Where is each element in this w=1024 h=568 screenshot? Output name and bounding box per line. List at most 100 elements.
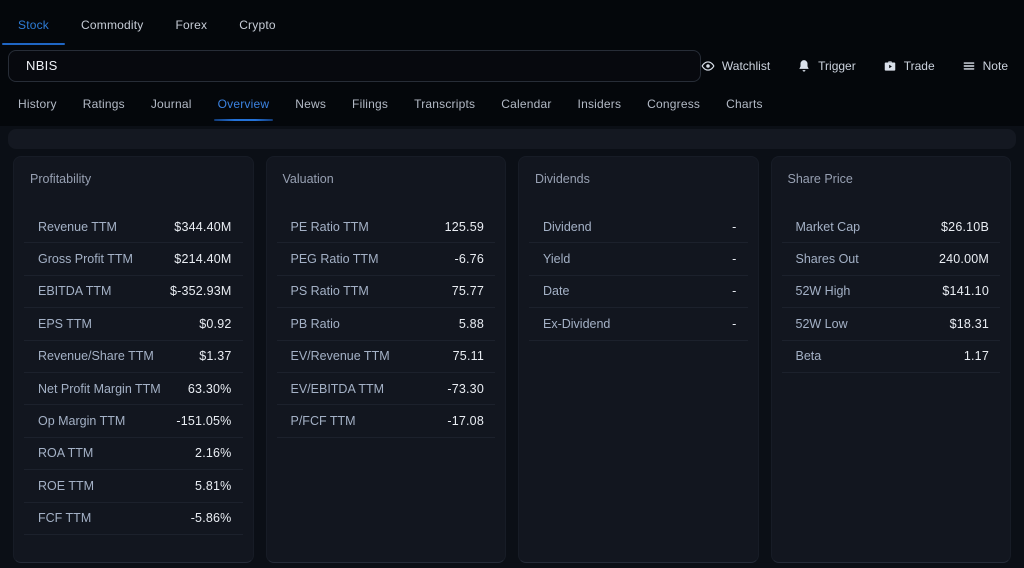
metric-value: 5.88 [458,316,484,331]
calendar-tab[interactable]: Calendar [501,97,552,111]
metric-row: EPS TTM $0.92 [24,308,243,341]
profitability-panel: Profitability Revenue TTM $344.40M Gross… [13,156,254,563]
metric-row: EBITDA TTM $-352.93M [24,276,243,309]
metric-value: 75.77 [451,284,484,299]
section-tabs-bar: History Ratings Journal Overview News Fi… [0,86,1024,126]
metric-label: 52W High [795,284,851,299]
ratings-tab[interactable]: Ratings [82,97,125,111]
panel-rows: Revenue TTM $344.40M Gross Profit TTM $2… [24,211,243,535]
metric-value: 1.17 [963,349,989,364]
metric-row: Shares Out 240.00M [781,243,1000,276]
commodity-tab[interactable]: Commodity [81,18,144,32]
metric-label: Market Cap [795,219,861,234]
metric-value: $18.31 [949,316,989,331]
metric-label: EV/EBITDA TTM [290,381,385,396]
clipped-card-top [8,129,1016,149]
overview-content: Profitability Revenue TTM $344.40M Gross… [0,126,1024,568]
metric-value: $-352.93M [169,284,232,299]
crypto-tab[interactable]: Crypto [239,18,276,32]
metric-value: 2.16% [195,446,232,461]
metric-label: PEG Ratio TTM [290,252,379,267]
metric-row: PS Ratio TTM 75.77 [276,276,495,309]
metric-row: EV/EBITDA TTM -73.30 [276,373,495,406]
metric-row: FCF TTM -5.86% [24,503,243,535]
metric-label: Op Margin TTM [38,414,126,429]
lines-icon [962,59,976,73]
metric-label: ROA TTM [38,446,94,461]
note-button[interactable]: Note [962,59,1008,73]
panel-rows: Dividend - Yield - Date - [529,211,748,341]
metric-value: -17.08 [447,414,484,429]
metric-value: - [732,284,737,299]
bell-icon [797,59,811,73]
metric-value: -5.86% [190,511,232,526]
metric-row: Market Cap $26.10B [781,211,1000,244]
metric-row: Yield - [529,243,748,276]
metric-value: $344.40M [174,219,232,234]
metric-label: Gross Profit TTM [38,252,133,267]
metric-row: Date - [529,276,748,309]
panel-rows: PE Ratio TTM 125.59 PEG Ratio TTM -6.76 … [276,211,495,438]
metric-row: Net Profit Margin TTM 63.30% [24,373,243,406]
metric-label: P/FCF TTM [290,414,356,429]
metric-label: Net Profit Margin TTM [38,381,161,396]
action-button-label: Trigger [818,58,856,73]
trade-button[interactable]: Trade [883,59,935,73]
metric-row: PE Ratio TTM 125.59 [276,211,495,244]
metric-label: PB Ratio [290,316,340,331]
panel-title: Profitability [30,172,92,186]
briefcase-icon [883,59,897,73]
metric-label: Revenue TTM [38,219,117,234]
metric-label: FCF TTM [38,511,92,526]
history-tab[interactable]: History [18,97,57,111]
journal-tab[interactable]: Journal [150,97,192,111]
metric-label: ROE TTM [38,478,95,493]
metric-row: PB Ratio 5.88 [276,308,495,341]
metric-value: -151.05% [176,414,232,429]
metric-value: $26.10B [941,219,989,234]
metric-label: Revenue/Share TTM [38,349,154,364]
metric-label: EV/Revenue TTM [290,349,390,364]
metric-row: Gross Profit TTM $214.40M [24,243,243,276]
panel-rows: Market Cap $26.10B Shares Out 240.00M 52… [781,211,1000,373]
metric-label: EBITDA TTM [38,284,112,299]
metric-value: -6.76 [454,252,484,267]
metric-value: 63.30% [187,381,232,396]
market-tabs-bar: Stock Commodity Forex Crypto [0,0,1024,45]
share-price-panel: Share Price Market Cap $26.10B Shares Ou… [770,156,1011,563]
metric-row: P/FCF TTM -17.08 [276,405,495,438]
congress-tab[interactable]: Congress [647,97,701,111]
metric-row: Dividend - [529,211,748,244]
watchlist-button[interactable]: Watchlist [701,59,770,73]
metric-value: $214.40M [174,252,232,267]
metric-value: - [732,252,737,267]
metric-value: 240.00M [938,252,989,267]
overview-tab[interactable]: Overview [205,86,283,126]
ticker-search-input[interactable] [8,49,701,82]
transcripts-tab[interactable]: Transcripts [414,97,476,111]
filings-tab[interactable]: Filings [352,97,389,111]
metric-value: 5.81% [195,478,232,493]
forex-tab[interactable]: Forex [175,18,208,32]
metric-value: $141.10 [942,284,989,299]
metric-value: - [732,316,737,331]
metric-label: Ex-Dividend [543,316,611,331]
metric-row: Revenue TTM $344.40M [24,211,243,244]
action-button-label: Watchlist [721,58,771,73]
metric-label: 52W Low [795,316,848,331]
panel-title: Dividends [535,172,590,186]
metric-label: Yield [543,252,571,267]
stock-tab[interactable]: Stock [2,8,66,45]
metric-row: EV/Revenue TTM 75.11 [276,341,495,373]
metric-value: 75.11 [452,349,484,364]
insiders-tab[interactable]: Insiders [577,97,622,111]
metric-row: Revenue/Share TTM $1.37 [24,341,243,373]
metric-row: 52W High $141.10 [781,276,1000,309]
news-tab[interactable]: News [295,97,327,111]
dividends-panel: Dividends Dividend - Yield - [518,156,759,563]
metric-row: Beta 1.17 [781,341,1000,373]
trigger-button[interactable]: Trigger [797,59,856,73]
charts-tab[interactable]: Charts [726,97,763,111]
action-buttons: Watchlist Trigger Trade Note [701,59,1008,73]
metric-label: Dividend [543,219,592,234]
